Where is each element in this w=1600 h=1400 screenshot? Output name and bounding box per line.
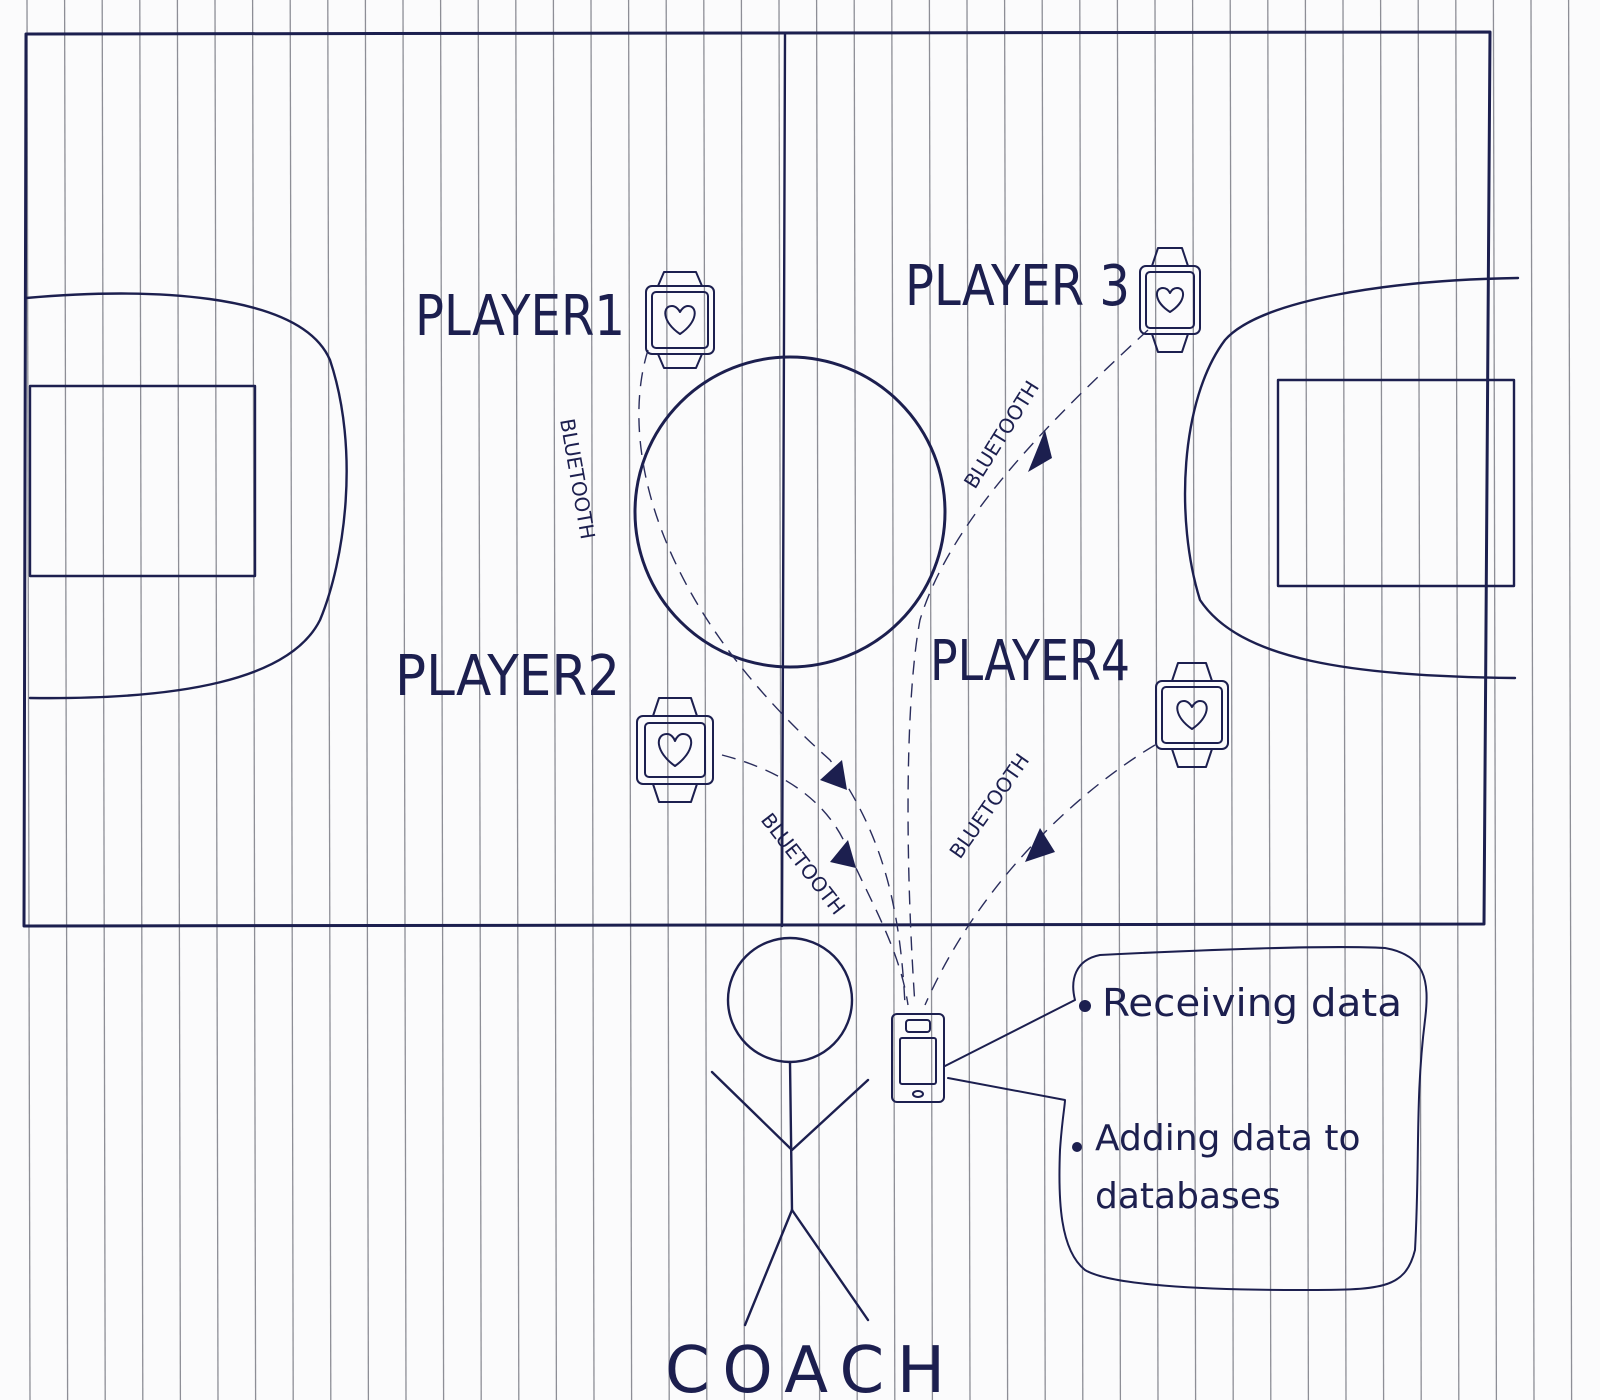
rule-line (327, 0, 332, 1400)
rule-line (1492, 0, 1498, 1400)
rule-line (1530, 0, 1535, 1400)
player-3-label: PLAYER 3 (905, 254, 1130, 319)
bluetooth-link-player4 (924, 744, 1156, 1006)
left-three-point-area (24, 292, 348, 700)
bullet-icon (1072, 1142, 1082, 1152)
rule-line (1379, 0, 1385, 1400)
rule-line (139, 0, 144, 1400)
rule-line (1267, 0, 1272, 1400)
player-1-label: PLAYER1 (415, 284, 625, 349)
rule-line (815, 0, 821, 1400)
rule-line (251, 0, 257, 1400)
rule-line (289, 0, 294, 1400)
court-outline (22, 30, 1492, 928)
callout-item-receiving-data: Receiving data (1102, 981, 1402, 1025)
rule-line (552, 0, 558, 1400)
rule-line (515, 0, 520, 1400)
rule-line (1116, 0, 1122, 1400)
player-2-smartwatch-heart-icon (636, 697, 714, 803)
rule-line (703, 0, 708, 1400)
rule-line (477, 0, 482, 1400)
rule-line (63, 0, 69, 1400)
rule-line (364, 0, 370, 1400)
rule-line (627, 0, 633, 1400)
rule-line (853, 0, 858, 1400)
rule-line (26, 0, 31, 1400)
center-circle (633, 355, 947, 669)
rule-line (1417, 0, 1422, 1400)
right-three-point-area (1183, 276, 1520, 680)
coach-label: COACH (665, 1334, 945, 1400)
rule-line (1342, 0, 1347, 1400)
bluetooth-link-player3 (907, 329, 1149, 1006)
arrow-icon (1028, 430, 1052, 472)
rule-line (966, 0, 971, 1400)
callout-item-adding-data-wrapper: Adding data to databases (1095, 1118, 1361, 1217)
rule-line (1304, 0, 1310, 1400)
bluetooth-link-player1 (638, 349, 906, 1006)
rule-line (439, 0, 445, 1400)
rule-line (1191, 0, 1197, 1400)
player-4-smartwatch-heart-icon (1155, 662, 1229, 768)
rule-line (1079, 0, 1084, 1400)
player-3-smartwatch-heart-icon (1139, 247, 1201, 353)
rule-line (1003, 0, 1009, 1400)
rule-line (778, 0, 783, 1400)
rule-line (928, 0, 934, 1400)
bluetooth-label: BLUETOOTH (756, 808, 850, 919)
bluetooth-label: BLUETOOTH (944, 749, 1034, 863)
player-2-label: PLAYER2 (395, 644, 620, 709)
arrow-heads (820, 430, 1055, 868)
rule-line (891, 0, 896, 1400)
rule-line (402, 0, 407, 1400)
player-4-label: PLAYER4 (930, 629, 1130, 694)
arrow-icon (1025, 828, 1055, 862)
callout-item-adding-data: Adding data to databases (1095, 1118, 1361, 1217)
rule-line (1041, 0, 1046, 1400)
rule-line (1229, 0, 1234, 1400)
arrow-icon (820, 760, 847, 790)
player-1-smartwatch-heart-icon (645, 271, 715, 369)
rule-line (1455, 0, 1460, 1400)
rule-line (1567, 0, 1573, 1400)
rule-line (665, 0, 670, 1400)
speech-callout-bubble (944, 946, 1428, 1291)
bluetooth-label: BLUETOOTH (555, 417, 600, 541)
coach-smartphone-icon (891, 1013, 945, 1103)
arrow-icon (830, 840, 856, 868)
bullet-icon (1079, 1000, 1091, 1012)
notebook-rule-lines (26, 0, 1573, 1400)
coach-stick-figure (710, 936, 870, 1327)
rule-line (740, 0, 746, 1400)
rule-line (214, 0, 219, 1400)
rule-line (590, 0, 595, 1400)
rule-line (176, 0, 182, 1400)
bluetooth-label: BLUETOOTH (959, 376, 1044, 492)
rule-line (101, 0, 106, 1400)
